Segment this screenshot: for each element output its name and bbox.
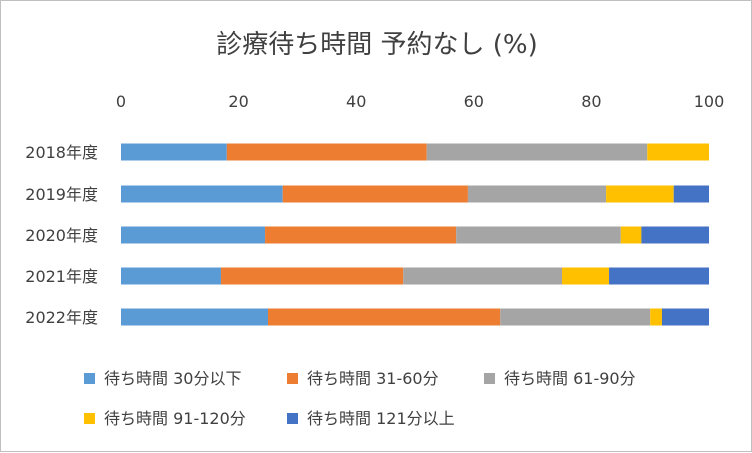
legend-label: 待ち時間 61-90分 <box>504 369 636 388</box>
bar-segment <box>121 308 268 326</box>
legend-swatch <box>484 373 495 384</box>
x-axis: 0 20 40 60 80 100 <box>116 92 724 111</box>
bar-segment <box>268 308 501 326</box>
bar-segment <box>226 143 427 161</box>
bar-segment <box>121 185 283 203</box>
bar-segment <box>265 226 457 244</box>
chart-title: 診療待ち時間 予約なし (%) <box>216 30 538 60</box>
x-tick-label: 100 <box>694 92 725 111</box>
legend-label: 待ち時間 121分以上 <box>307 409 455 428</box>
y-axis: 2018年度 2019年度 2020年度 2021年度 2022年度 <box>25 143 98 327</box>
x-tick-label: 80 <box>581 92 601 111</box>
bar-segment <box>121 143 227 161</box>
bar-segment <box>282 185 468 203</box>
legend-swatch <box>84 373 95 384</box>
category-label: 2021年度 <box>25 267 98 286</box>
bar-segment <box>403 267 562 285</box>
bar-segment <box>467 185 607 203</box>
bar-segment <box>426 143 648 161</box>
legend-swatch <box>84 413 95 424</box>
bar-segment <box>609 267 709 285</box>
category-label: 2022年度 <box>25 308 98 327</box>
legend-label: 待ち時間 30分以下 <box>104 369 241 388</box>
legend-swatch <box>287 373 298 384</box>
bar-segment <box>562 267 610 285</box>
legend-label: 待ち時間 31-60分 <box>307 369 439 388</box>
x-tick-label: 20 <box>228 92 248 111</box>
x-tick-label: 40 <box>346 92 366 111</box>
x-tick-label: 60 <box>464 92 484 111</box>
bar-segment <box>500 308 651 326</box>
bar-segment <box>650 308 662 326</box>
category-label: 2018年度 <box>25 143 98 162</box>
bar-segment <box>606 185 674 203</box>
bar-segment <box>620 226 642 244</box>
legend-label: 待ち時間 91-120分 <box>104 409 246 428</box>
bar-segment <box>121 267 221 285</box>
bar-segment <box>647 143 709 161</box>
bar-segment <box>641 226 709 244</box>
category-label: 2019年度 <box>25 185 98 204</box>
bar-segment <box>673 185 709 203</box>
legend-swatch <box>287 413 298 424</box>
bar-segment <box>456 226 621 244</box>
bar-segment <box>661 308 709 326</box>
bar-segment <box>220 267 404 285</box>
bars <box>121 143 709 326</box>
x-tick-label: 0 <box>116 92 126 111</box>
category-label: 2020年度 <box>25 226 98 245</box>
bar-segment <box>121 226 266 244</box>
